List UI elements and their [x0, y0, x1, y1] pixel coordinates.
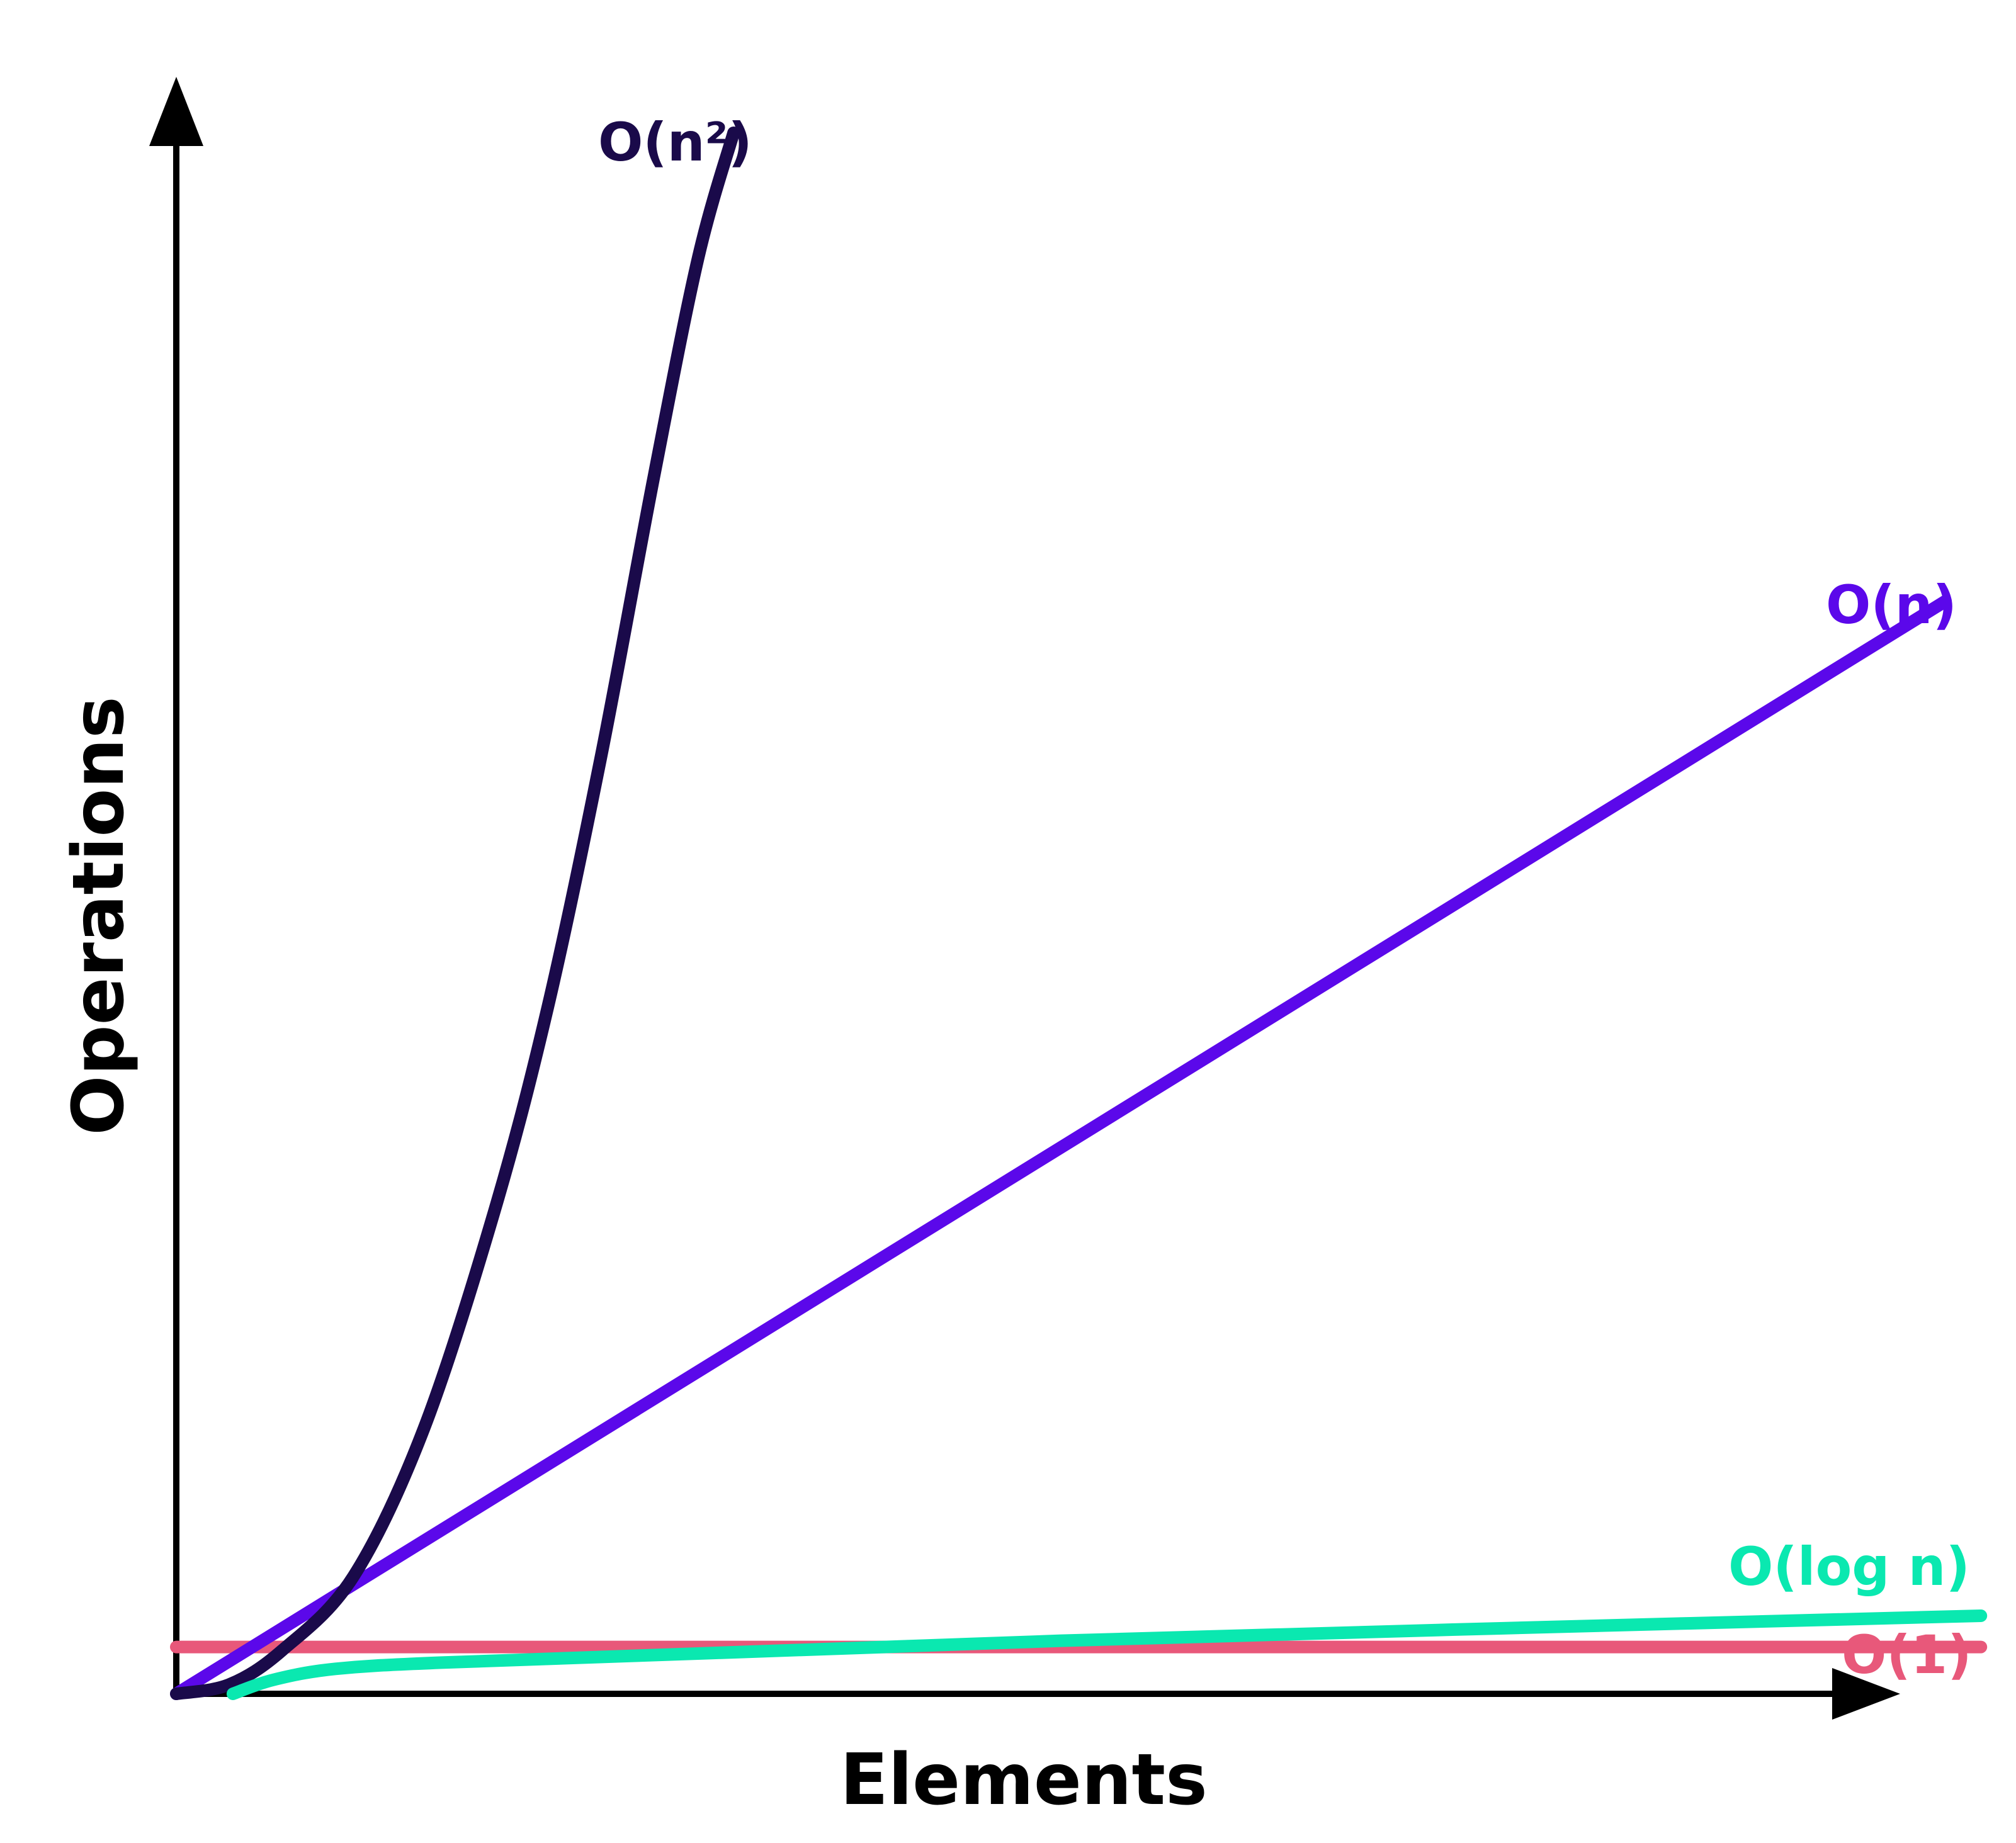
y-axis-label: Operations	[58, 696, 140, 1135]
x-axis-label: Elements	[840, 1739, 1207, 1821]
series-line-o-n	[170, 595, 1952, 1700]
series-line-o-n-squared	[170, 127, 740, 1700]
x-axis-arrow	[1832, 1668, 1900, 1720]
series-layer	[170, 127, 1988, 1700]
series-label-o-n: O(n)	[1826, 574, 1957, 636]
series-label-o-log-n: O(log n)	[1728, 1536, 1970, 1598]
series-label-o-n-squared: O(n²)	[598, 111, 752, 173]
series-label-o-1: O(1)	[1842, 1624, 1972, 1686]
series-line-o-log-n	[226, 1609, 1988, 1700]
y-axis-arrow	[149, 77, 203, 146]
